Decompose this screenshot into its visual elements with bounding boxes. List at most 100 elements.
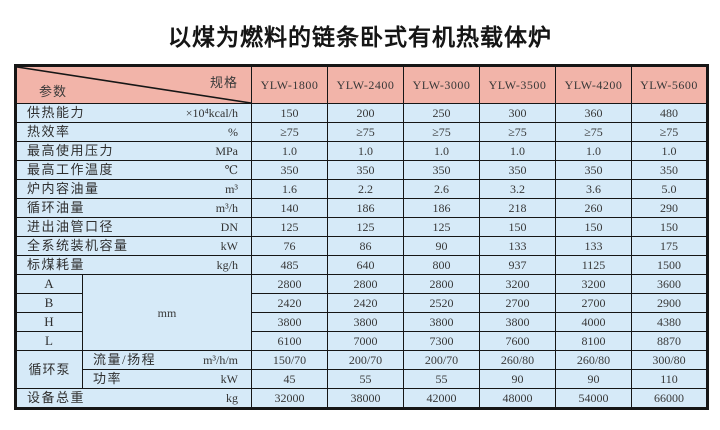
value-cell: 5.0 xyxy=(631,179,708,199)
value-cell: 2.6 xyxy=(403,179,480,199)
value-cell: 260/80 xyxy=(479,350,556,370)
value-cell: 640 xyxy=(327,255,404,275)
value-cell: 1.6 xyxy=(251,179,328,199)
value-cell: 200/70 xyxy=(327,350,404,370)
dimension-label: A xyxy=(15,274,83,294)
model-header: YLW-4200 xyxy=(555,65,632,104)
param-label-box: 最高使用压力 MPa xyxy=(17,143,251,160)
value-cell: 90 xyxy=(403,236,480,256)
value-cell: 200 xyxy=(327,103,404,123)
table-row: 设备总重 kg 32000 38000 42000 48000 54000 66000 xyxy=(15,388,708,409)
value-cell: 7000 xyxy=(327,331,404,351)
value-cell: 2800 xyxy=(327,274,404,294)
value-cell: 150/70 xyxy=(251,350,328,370)
value-cell: 1.0 xyxy=(555,141,632,161)
value-cell: 2800 xyxy=(251,274,328,294)
dimension-label: B xyxy=(15,293,83,313)
value-cell: 3200 xyxy=(479,274,556,294)
param-label-cell: 最高使用压力 MPa xyxy=(15,141,252,161)
param-label-cell: 热效率% xyxy=(15,122,252,142)
table-row: L 6100 7000 7300 7600 8100 8870 xyxy=(15,331,708,351)
value-cell: 133 xyxy=(479,236,556,256)
pump-group-label: 循环泵 xyxy=(15,350,83,389)
param-unit: ℃ xyxy=(224,163,238,177)
value-cell: 1.0 xyxy=(479,141,556,161)
total-weight-unit: kg xyxy=(226,391,238,405)
param-label-box: 全系统装机容量 kW xyxy=(17,238,251,255)
value-cell: 200/70 xyxy=(403,350,480,370)
value-cell: 150 xyxy=(479,217,556,237)
value-cell: 2420 xyxy=(327,293,404,313)
dimension-label: H xyxy=(15,312,83,332)
param-unit: DN xyxy=(220,220,238,234)
corner-cell: 规格 参数 xyxy=(15,65,252,104)
value-cell: 86 xyxy=(327,236,404,256)
value-cell: 3600 xyxy=(631,274,708,294)
value-cell: 937 xyxy=(479,255,556,275)
value-cell: 3.2 xyxy=(479,179,556,199)
value-cell: 360 xyxy=(555,103,632,123)
value-cell: 125 xyxy=(403,217,480,237)
value-cell: 150 xyxy=(251,103,328,123)
param-label-cell: 最高工作温度 ℃ xyxy=(15,160,252,180)
value-cell: 7600 xyxy=(479,331,556,351)
param-label-box: 标煤耗量 kg/h xyxy=(17,257,251,274)
value-cell: 55 xyxy=(403,369,480,389)
value-cell: 3800 xyxy=(479,312,556,332)
diagonal-divider-line xyxy=(17,67,251,103)
value-cell: 8870 xyxy=(631,331,708,351)
param-label-cell: 全系统装机容量 kW xyxy=(15,236,252,256)
table-row: B 2420 2420 2520 2700 2700 2900 xyxy=(15,293,708,313)
value-cell: ≥75 xyxy=(479,122,556,142)
param-unit: kW xyxy=(220,239,238,253)
value-cell: 2900 xyxy=(631,293,708,313)
value-cell: 38000 xyxy=(327,388,404,409)
value-cell: ≥75 xyxy=(555,122,632,142)
dimension-unit: mm xyxy=(82,274,252,351)
param-label-box: 炉内容油量 m³ xyxy=(17,181,251,198)
value-cell: ≥75 xyxy=(251,122,328,142)
param-label-box: 供热能力 ×10⁴kcal/h xyxy=(17,105,251,122)
value-cell: 150 xyxy=(631,217,708,237)
param-label: 最高使用压力 xyxy=(27,143,115,158)
value-cell: 2700 xyxy=(479,293,556,313)
value-cell: 3800 xyxy=(327,312,404,332)
value-cell: 2420 xyxy=(251,293,328,313)
param-label-cell: 供热能力 ×10⁴kcal/h xyxy=(15,103,252,123)
table-row: 标煤耗量 kg/h 485 640 800 937 1125 1500 xyxy=(15,255,708,275)
value-cell: 6100 xyxy=(251,331,328,351)
value-cell: 7300 xyxy=(403,331,480,351)
value-cell: 3.6 xyxy=(555,179,632,199)
model-header: YLW-3500 xyxy=(479,65,556,104)
table-row: 最高使用压力 MPa 1.0 1.0 1.0 1.0 1.0 1.0 xyxy=(15,141,708,161)
dimension-label: L xyxy=(15,331,83,351)
value-cell: 290 xyxy=(631,198,708,218)
value-cell: 32000 xyxy=(251,388,328,409)
table-row: 最高工作温度 ℃ 350 350 350 350 350 350 xyxy=(15,160,708,180)
value-cell: 1.0 xyxy=(631,141,708,161)
param-label: 热效率 xyxy=(27,124,71,139)
value-cell: 66000 xyxy=(631,388,708,409)
table-row: 热效率% ≥75 ≥75 ≥75 ≥75 ≥75 ≥75 xyxy=(15,122,708,142)
value-cell: 1.0 xyxy=(403,141,480,161)
value-cell: 150 xyxy=(555,217,632,237)
value-cell: 186 xyxy=(403,198,480,218)
pump-param-label: 流量/扬程 xyxy=(93,352,157,367)
param-unit: m³ xyxy=(225,182,238,196)
value-cell: 1125 xyxy=(555,255,632,275)
param-label-cell: 标煤耗量 kg/h xyxy=(15,255,252,275)
value-cell: 1.0 xyxy=(327,141,404,161)
table-row: 进出油管口径 DN 125 125 125 150 150 150 xyxy=(15,217,708,237)
value-cell: 175 xyxy=(631,236,708,256)
param-label: 标煤耗量 xyxy=(27,257,86,272)
corner-spec-label: 规格 xyxy=(209,75,238,90)
page-title: 以煤为燃料的链条卧式有机热载体炉 xyxy=(168,24,552,50)
value-cell: 125 xyxy=(251,217,328,237)
param-unit: ×10⁴kcal/h xyxy=(185,106,238,120)
value-cell: 76 xyxy=(251,236,328,256)
value-cell: 2520 xyxy=(403,293,480,313)
param-label-cell: 进出油管口径 DN xyxy=(15,217,252,237)
table-row: 循环油量 m³/h 140 186 186 218 260 290 xyxy=(15,198,708,218)
model-header: YLW-3000 xyxy=(403,65,480,104)
param-label-box: 最高工作温度 ℃ xyxy=(17,162,251,179)
